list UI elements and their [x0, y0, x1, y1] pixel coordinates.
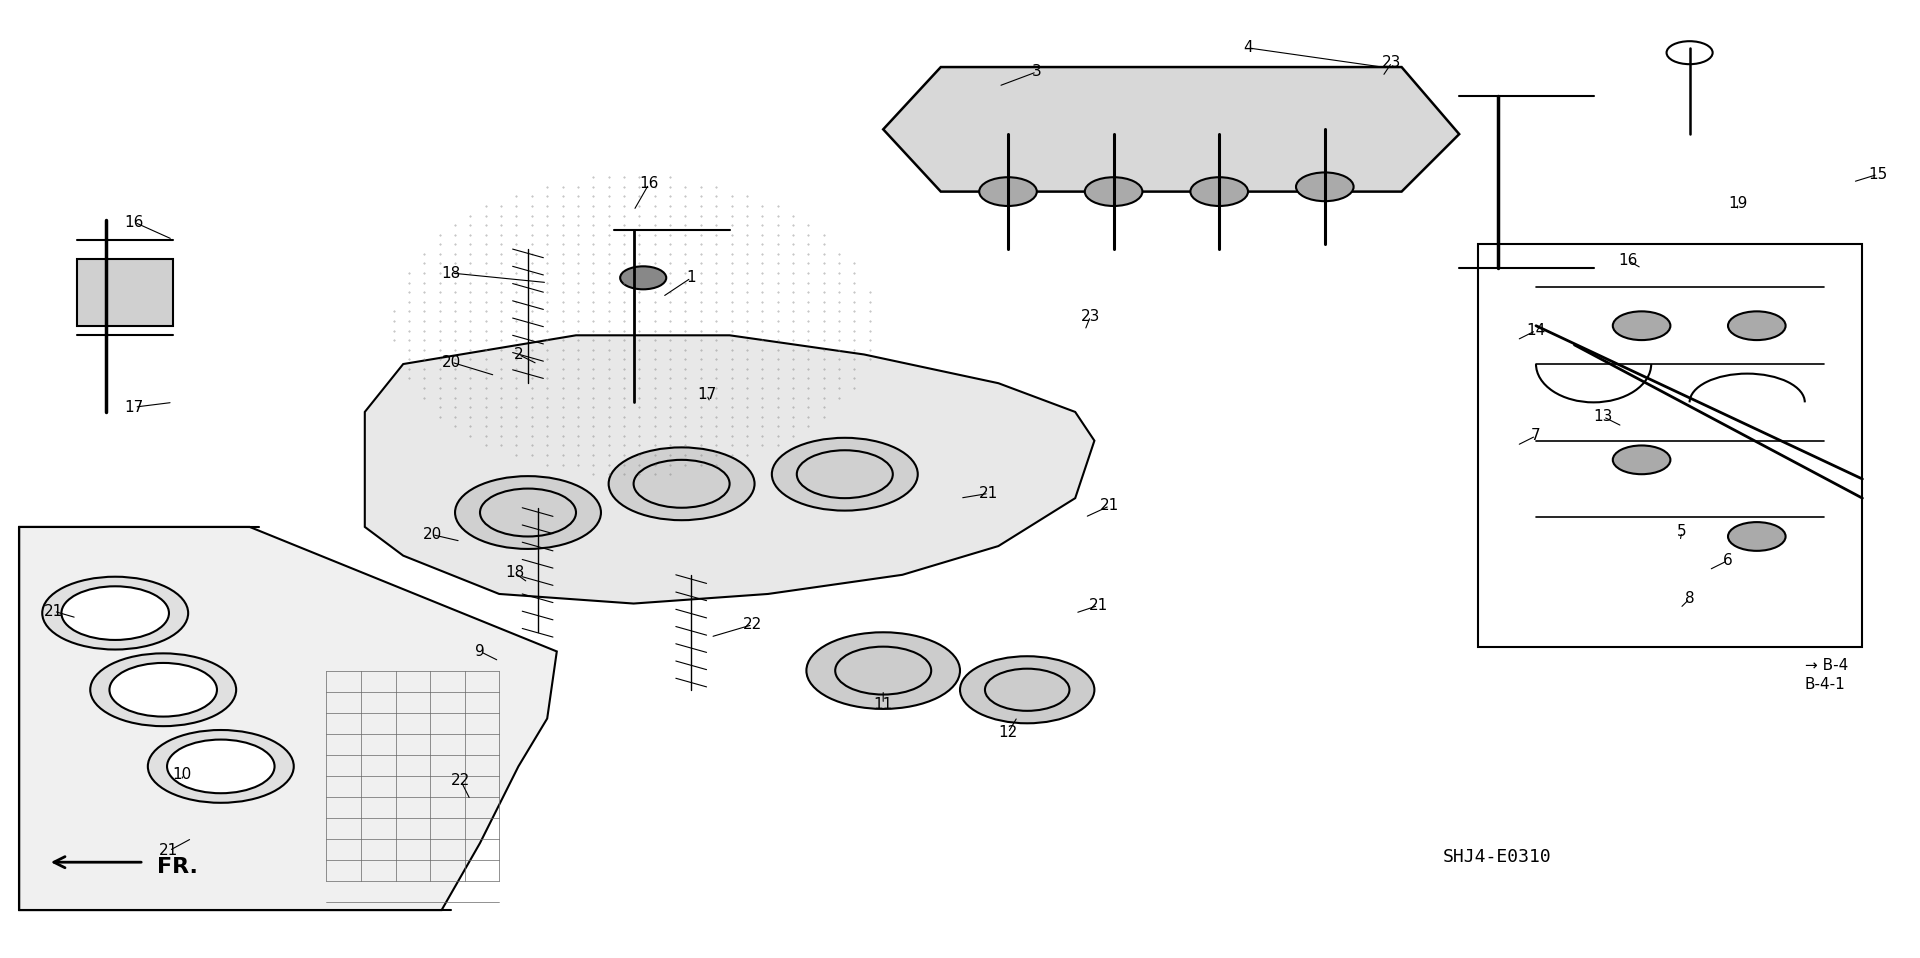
Text: 6: 6: [1722, 553, 1734, 568]
Text: B-4-1: B-4-1: [1805, 677, 1845, 693]
Circle shape: [90, 653, 236, 726]
Text: 21: 21: [1100, 498, 1119, 513]
Circle shape: [1296, 172, 1354, 201]
Text: 4: 4: [1242, 40, 1254, 56]
Text: 12: 12: [998, 725, 1018, 741]
Circle shape: [1728, 522, 1786, 551]
Text: 13: 13: [1594, 409, 1613, 424]
Text: 19: 19: [1728, 195, 1747, 211]
Circle shape: [1085, 177, 1142, 206]
Text: 3: 3: [1031, 64, 1043, 80]
Text: SHJ4-E0310: SHJ4-E0310: [1444, 849, 1551, 866]
Polygon shape: [19, 527, 557, 910]
Text: 17: 17: [125, 399, 144, 415]
Polygon shape: [365, 335, 1094, 604]
Text: 20: 20: [442, 354, 461, 370]
Circle shape: [148, 730, 294, 803]
Text: 8: 8: [1684, 591, 1695, 606]
Bar: [1478, 244, 1862, 647]
Text: 10: 10: [173, 766, 192, 782]
Text: 21: 21: [1089, 598, 1108, 613]
Circle shape: [109, 663, 217, 717]
Text: 2: 2: [513, 347, 524, 362]
Text: 16: 16: [125, 215, 144, 230]
Text: 15: 15: [1868, 167, 1887, 182]
Text: 17: 17: [697, 387, 716, 402]
Circle shape: [61, 586, 169, 640]
Circle shape: [979, 177, 1037, 206]
Polygon shape: [883, 67, 1459, 192]
Circle shape: [1728, 311, 1786, 340]
Circle shape: [772, 438, 918, 511]
Text: 7: 7: [1530, 428, 1542, 444]
Text: 18: 18: [442, 265, 461, 281]
Text: 16: 16: [1619, 253, 1638, 268]
Circle shape: [960, 656, 1094, 723]
Text: → B-4: → B-4: [1805, 658, 1849, 673]
Circle shape: [609, 447, 755, 520]
Circle shape: [42, 577, 188, 650]
Text: 23: 23: [1382, 55, 1402, 70]
Text: 20: 20: [422, 527, 442, 542]
Text: 22: 22: [743, 617, 762, 632]
Text: 9: 9: [474, 644, 486, 659]
Circle shape: [620, 266, 666, 289]
Circle shape: [1613, 445, 1670, 474]
Circle shape: [1613, 311, 1670, 340]
Text: 23: 23: [1081, 308, 1100, 324]
Text: 14: 14: [1526, 323, 1546, 338]
Bar: [77, 259, 173, 326]
Text: 16: 16: [639, 176, 659, 192]
Text: 18: 18: [505, 565, 524, 581]
Circle shape: [806, 632, 960, 709]
Text: 21: 21: [44, 604, 63, 619]
Text: 21: 21: [979, 486, 998, 501]
Text: 21: 21: [159, 843, 179, 858]
Text: 22: 22: [451, 773, 470, 788]
Text: 1: 1: [685, 270, 697, 285]
Text: 5: 5: [1676, 524, 1688, 539]
Circle shape: [455, 476, 601, 549]
Text: FR.: FR.: [157, 857, 198, 877]
Text: 11: 11: [874, 696, 893, 712]
Circle shape: [167, 740, 275, 793]
Circle shape: [1190, 177, 1248, 206]
